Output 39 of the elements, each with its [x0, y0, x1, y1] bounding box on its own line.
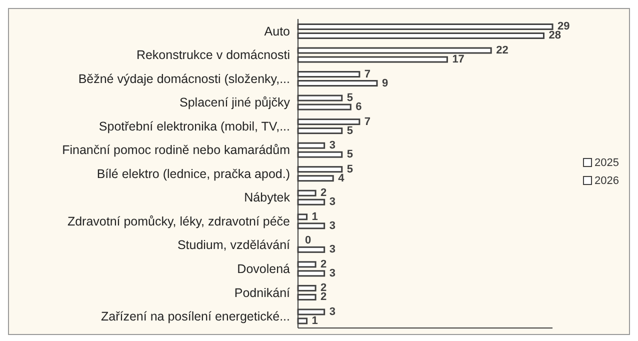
data-label: 1 — [312, 314, 318, 327]
y-tick-label: Studium, vzdělávání — [177, 238, 291, 252]
y-tick-label: Finanční pomoc rodině nebo kamarádům — [62, 143, 290, 158]
y-tick-label: Zařízení na posílení energetické... — [101, 310, 290, 324]
data-label: 3 — [329, 220, 336, 232]
data-label: 0 — [305, 234, 312, 247]
data-label: 2 — [320, 291, 327, 304]
y-tick-label: Auto — [264, 24, 290, 38]
data-label: 3 — [329, 244, 336, 256]
y-tick-label: Běžné výdaje domácnosti (složenky,... — [78, 72, 290, 86]
data-label: 2 — [320, 187, 327, 200]
y-tick-label: Dovolená — [237, 262, 290, 276]
data-label: 9 — [382, 77, 388, 90]
data-label: 2 — [320, 258, 327, 270]
legend-label: 2025 — [594, 156, 619, 168]
data-label: 6 — [356, 101, 362, 114]
data-label: 5 — [346, 148, 354, 161]
data-label: 3 — [329, 306, 336, 318]
y-tick-label: Bílé elektro (lednice, pračka apod.) — [96, 166, 290, 181]
data-label: 3 — [329, 196, 336, 208]
data-label: 17 — [452, 54, 464, 66]
data-label: 1 — [312, 210, 318, 223]
data-label: 3 — [329, 140, 336, 152]
y-tick-label: Spotřební elektronika (mobil, TV,... — [98, 119, 290, 134]
y-tick-label: Rekonstrukce v domácnosti — [136, 48, 290, 62]
data-label: 7 — [364, 68, 371, 80]
y-tick-label: Nábytek — [244, 190, 291, 205]
data-label: 5 — [346, 163, 354, 176]
data-label: 4 — [338, 172, 346, 184]
data-label: 3 — [329, 267, 336, 280]
data-label: 22 — [496, 44, 508, 56]
data-label: 5 — [346, 92, 354, 104]
data-label: 7 — [364, 116, 371, 128]
data-label: 28 — [548, 30, 561, 42]
y-tick-label: Zdravotní pomůcky, léky, zdravotní péče — [67, 214, 290, 228]
data-label: 5 — [346, 124, 354, 137]
legend-label: 2026 — [594, 174, 619, 186]
y-tick-label: Podnikání — [234, 286, 291, 300]
y-tick-label: Splacení jiné půjčky — [180, 96, 291, 110]
